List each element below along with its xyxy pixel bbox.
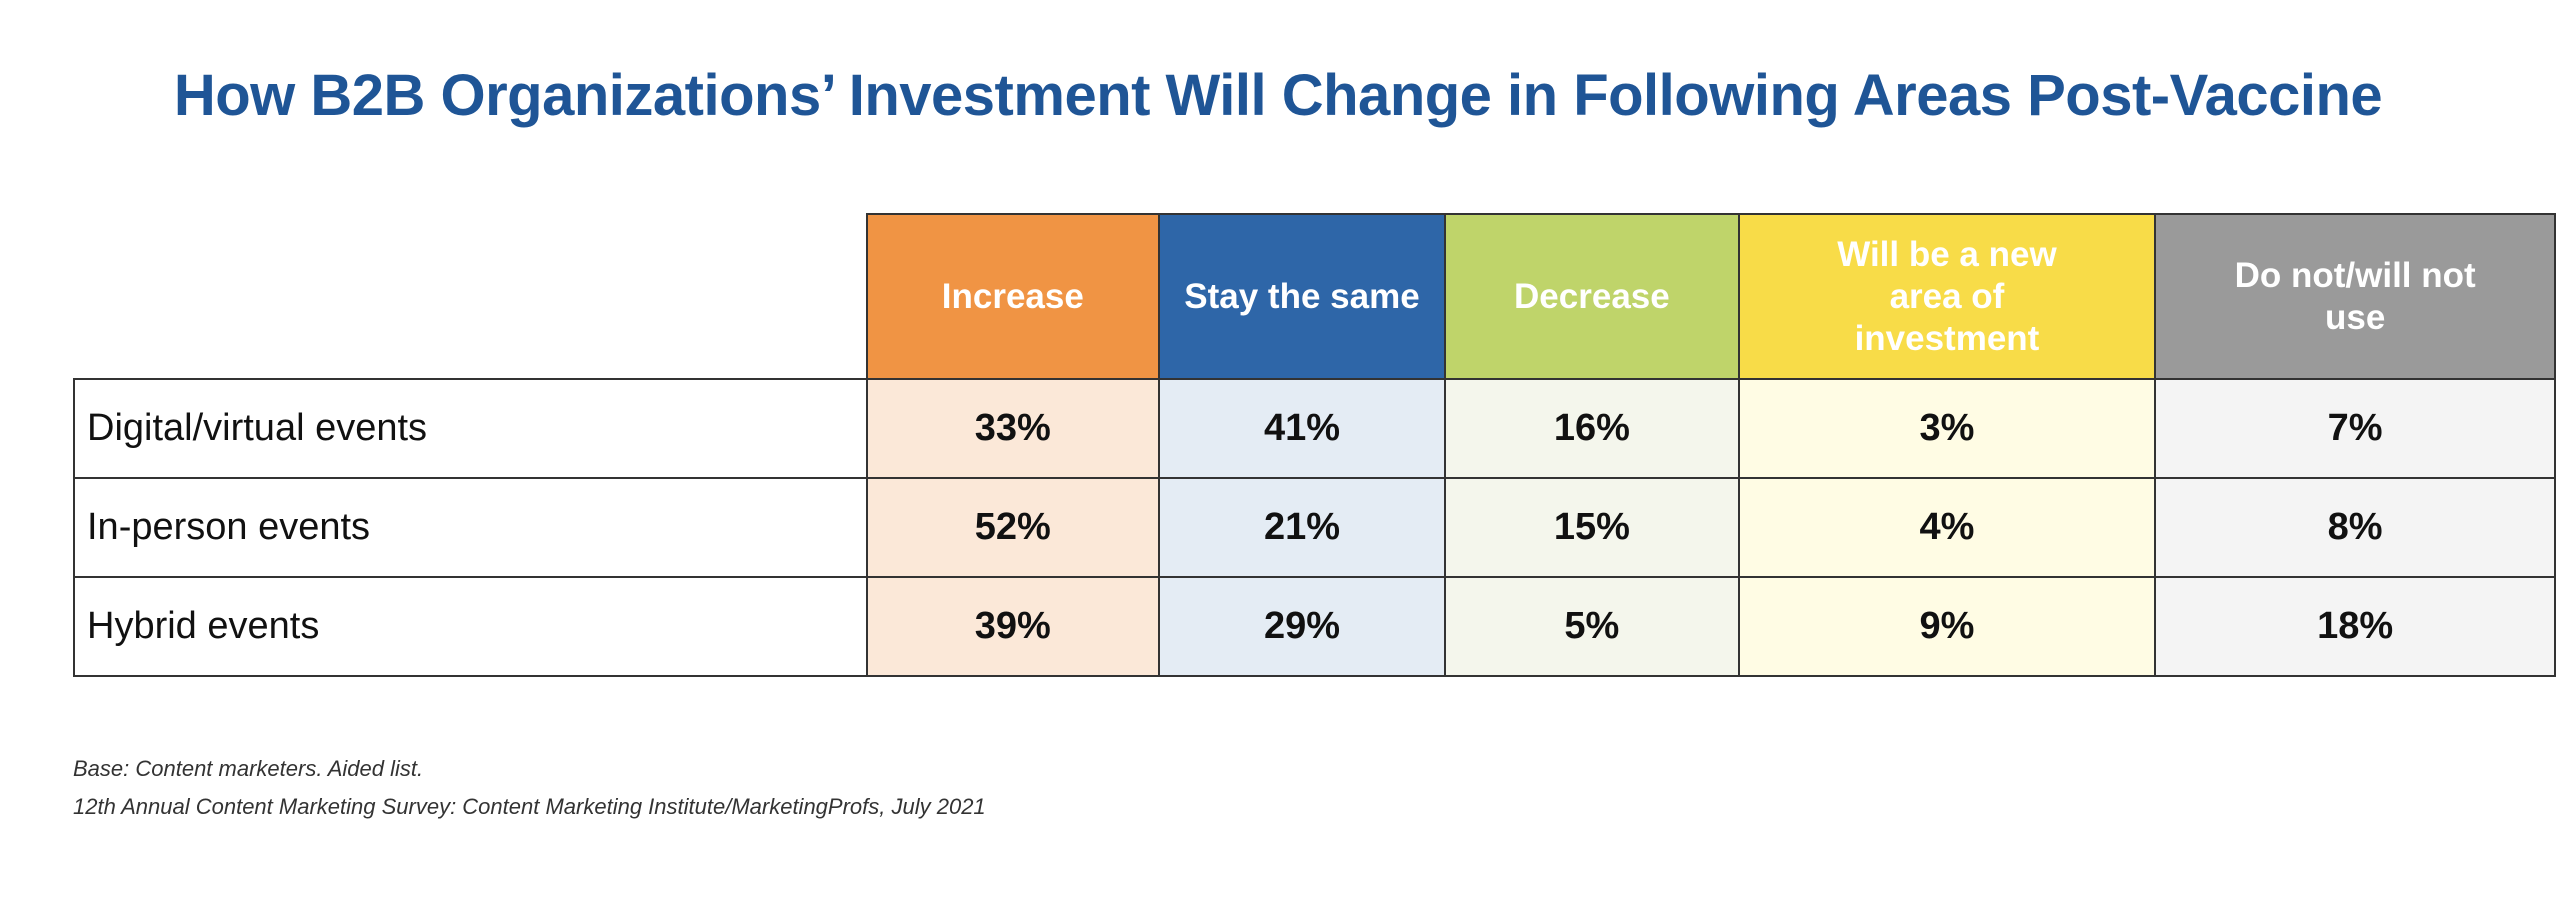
footnotes: Base: Content marketers. Aided list. 12t… bbox=[73, 750, 986, 826]
data-cell: 15% bbox=[1444, 477, 1740, 578]
data-cell: 41% bbox=[1157, 378, 1447, 479]
base-note: Base: Content marketers. Aided list. bbox=[73, 756, 424, 781]
column-header-new-area: Will be a new area of investment bbox=[1737, 213, 2157, 380]
row-label: Hybrid events bbox=[73, 576, 868, 677]
data-cell: 9% bbox=[1737, 576, 2157, 677]
data-cell: 3% bbox=[1737, 378, 2157, 479]
header-blank-cell bbox=[74, 214, 867, 379]
data-cell: 4% bbox=[1737, 477, 2157, 578]
row-label: In-person events bbox=[73, 477, 868, 578]
data-cell: 18% bbox=[2154, 576, 2556, 677]
table-row: In-person events 52% 21% 15% 4% 8% bbox=[73, 477, 2556, 578]
header-row: Increase Stay the same Decrease Will be … bbox=[74, 213, 2556, 380]
data-cell: 5% bbox=[1444, 576, 1740, 677]
chart-title: How B2B Organizations’ Investment Will C… bbox=[173, 63, 2383, 128]
table-row: Digital/virtual events 33% 41% 16% 3% 7% bbox=[73, 378, 2556, 479]
source-note: 12th Annual Content Marketing Survey: Co… bbox=[73, 794, 986, 819]
data-cell: 52% bbox=[865, 477, 1160, 578]
data-table: Increase Stay the same Decrease Will be … bbox=[73, 213, 2556, 677]
data-cell: 7% bbox=[2154, 378, 2556, 479]
column-header-stay-the-same: Stay the same bbox=[1157, 213, 1447, 380]
data-cell: 39% bbox=[865, 576, 1160, 677]
column-header-increase: Increase bbox=[865, 213, 1160, 380]
column-header-decrease: Decrease bbox=[1444, 213, 1740, 380]
data-cell: 21% bbox=[1157, 477, 1447, 578]
data-cell: 29% bbox=[1157, 576, 1447, 677]
data-cell: 33% bbox=[865, 378, 1160, 479]
data-cell: 8% bbox=[2154, 477, 2556, 578]
data-cell: 16% bbox=[1444, 378, 1740, 479]
row-label: Digital/virtual events bbox=[73, 378, 868, 479]
table-row: Hybrid events 39% 29% 5% 9% 18% bbox=[73, 576, 2556, 677]
column-header-do-not-use: Do not/will not use bbox=[2154, 213, 2556, 380]
